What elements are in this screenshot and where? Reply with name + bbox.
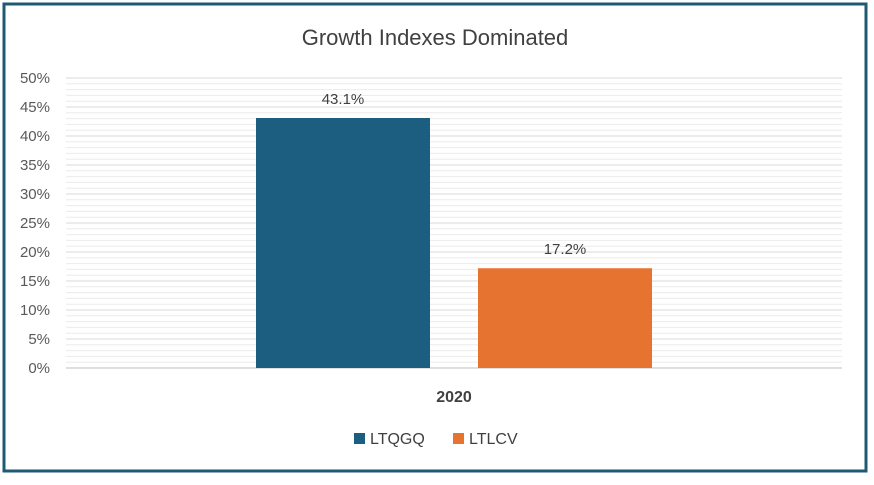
- y-tick-label: 35%: [20, 157, 50, 174]
- bar-ltlcv: [478, 268, 652, 368]
- legend-swatch: [354, 433, 365, 444]
- y-tick-label: 20%: [20, 244, 50, 261]
- chart-title: Growth Indexes Dominated: [302, 25, 569, 50]
- y-tick-label: 0%: [28, 360, 50, 377]
- bars: [256, 118, 652, 369]
- x-tick-label: 2020: [436, 389, 472, 406]
- gridlines: [66, 77, 842, 363]
- y-tick-label: 15%: [20, 273, 50, 290]
- y-tick-label: 45%: [20, 99, 50, 116]
- y-tick-label: 25%: [20, 215, 50, 232]
- y-tick-label: 50%: [20, 70, 50, 87]
- legend: LTQGQ LTLCV: [354, 431, 518, 448]
- bar-ltqgq: [256, 118, 430, 369]
- y-axis-ticks: 0% 5% 10% 15% 20% 25% 30% 35% 40% 45% 50%: [20, 70, 50, 377]
- y-tick-label: 10%: [20, 302, 50, 319]
- data-label: 43.1%: [322, 91, 365, 108]
- legend-label: LTLCV: [469, 431, 518, 448]
- chart-frame: [2, 2, 868, 473]
- y-tick-label: 40%: [20, 128, 50, 145]
- legend-label: LTQGQ: [370, 431, 425, 448]
- data-label: 17.2%: [544, 241, 587, 258]
- legend-swatch: [453, 433, 464, 444]
- data-labels: 43.1% 17.2%: [322, 91, 587, 258]
- y-tick-label: 5%: [28, 331, 50, 348]
- y-tick-label: 30%: [20, 186, 50, 203]
